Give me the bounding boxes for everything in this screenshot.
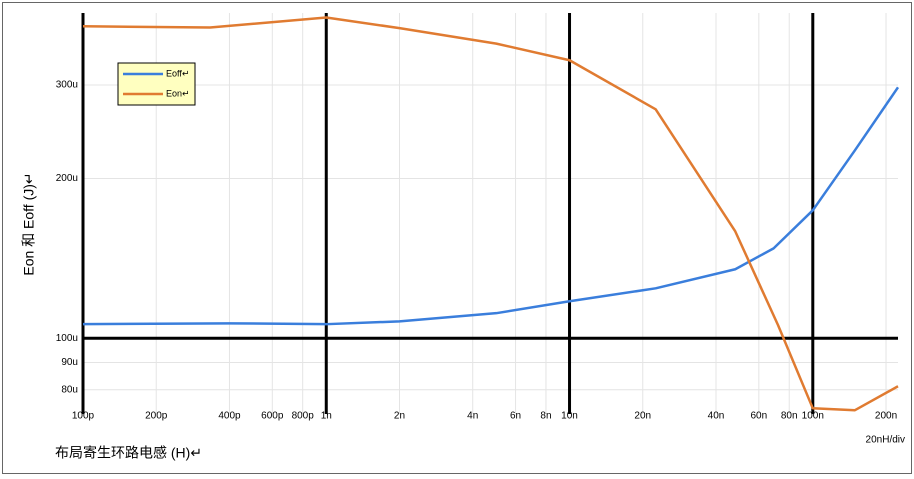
- y-axis-label: Eon 和 Eoff (J)↵: [21, 172, 37, 275]
- x-tick-label: 20n: [634, 411, 651, 422]
- legend: Eoff↵ Eon↵: [117, 62, 196, 106]
- x-tick-label: 1n: [321, 411, 332, 422]
- x-tick-label: 40n: [708, 411, 725, 422]
- y-tick-label: 200u: [56, 173, 78, 184]
- x-tick-label: 4n: [467, 411, 478, 422]
- annotation: 20nH/div: [866, 435, 905, 446]
- x-tick-label: 8n: [540, 411, 551, 422]
- x-tick-label: 800p: [292, 411, 315, 422]
- legend-label: Eoff↵: [166, 68, 189, 78]
- x-tick-label: 100p: [72, 411, 95, 422]
- line-series: [82, 86, 900, 326]
- legend-label: Eon↵: [166, 88, 190, 98]
- x-tick-label: 2n: [394, 411, 405, 422]
- x-tick-label: 600p: [261, 411, 284, 422]
- x-tick-label: 6n: [510, 411, 521, 422]
- y-tick-label: 90u: [61, 357, 78, 368]
- x-tick-label: 10n: [561, 411, 578, 422]
- x-axis-label: 布局寄生环路电感 (H)↵: [55, 445, 202, 461]
- x-tick-label: 200p: [145, 411, 168, 422]
- line-series: [82, 16, 899, 412]
- x-tick-label: 100n: [802, 411, 824, 422]
- grid: [83, 13, 898, 414]
- x-tick-label: 200n: [875, 411, 897, 422]
- x-tick-label: 400p: [218, 411, 241, 422]
- x-tick-label: 80n: [781, 411, 798, 422]
- y-tick-label: 80u: [61, 384, 78, 395]
- legend-box: [117, 62, 196, 106]
- y-tick-label: 300u: [56, 80, 78, 91]
- x-tick-label: 60n: [750, 411, 767, 422]
- y-tick-label: 100u: [56, 333, 78, 344]
